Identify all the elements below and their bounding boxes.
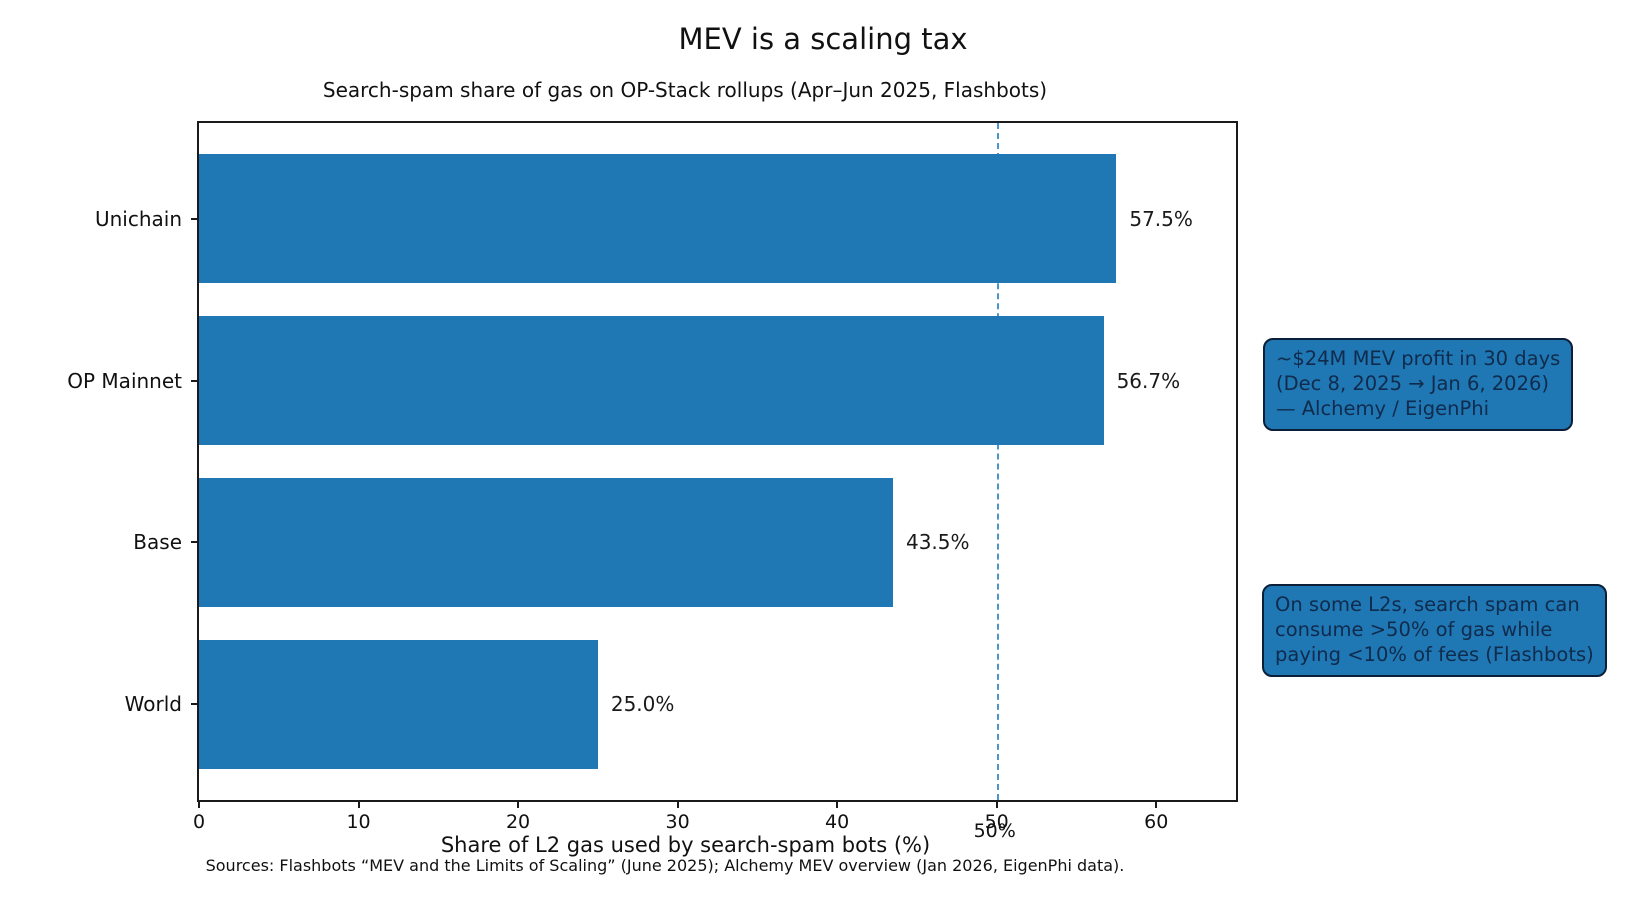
x-tick-label-0: 0 [192, 811, 206, 833]
y-label-base: Base [133, 530, 182, 555]
reference-line-label: 50% [973, 820, 1016, 842]
y-tick-base [191, 541, 199, 544]
y-tick-op-mainnet [191, 379, 199, 382]
y-label-unichain: Unichain [94, 206, 182, 231]
annotation-mev-profit: ~$24M MEV profit in 30 days (Dec 8, 2025… [1263, 338, 1574, 431]
y-tick-unichain [191, 217, 199, 220]
y-label-world: World [124, 692, 182, 717]
x-tick-label-30: 30 [665, 811, 690, 833]
sources-footer: Sources: Flashbots “MEV and the Limits o… [205, 856, 1125, 875]
x-tick-label-60: 60 [1144, 811, 1169, 833]
bar-value-base: 43.5% [905, 530, 970, 555]
bar-value-unichain: 57.5% [1129, 206, 1193, 231]
chart-subtitle: Search-spam share of gas on OP-Stack rol… [322, 78, 1048, 102]
plot-area: 57.5% Unichain 56.7% OP Mainnet 43.5% Base 25.… [67, 121, 1238, 833]
y-label-op-mainnet: OP Mainnet [67, 368, 182, 393]
x-tick-60 [1155, 800, 1158, 808]
x-tick-30 [676, 800, 679, 808]
x-tick-20 [517, 800, 520, 808]
x-axis-label: Share of L2 gas used by search-spam bots… [440, 833, 931, 857]
bar-world [199, 639, 598, 770]
bar-unichain [199, 153, 1117, 284]
x-tick-40 [836, 800, 839, 808]
bar-value-world: 25.0% [610, 692, 675, 717]
x-tick-0 [198, 800, 200, 808]
annotation-spam-share: On some L2s, search spam can consume >50… [1262, 584, 1607, 677]
chart-title: MEV is a scaling tax [678, 22, 968, 56]
x-tick-label-50: 50 [984, 811, 1009, 833]
x-tick-label-40: 40 [825, 811, 850, 833]
y-tick-world [191, 703, 199, 706]
x-tick-label-20: 20 [505, 811, 531, 833]
x-tick-label-10: 10 [346, 811, 371, 833]
x-tick-50 [995, 800, 998, 808]
bar-base [199, 477, 893, 608]
reference-line [996, 123, 999, 800]
bar-value-op-mainnet: 56.7% [1116, 368, 1181, 393]
bar-op-mainnet [199, 315, 1104, 446]
x-tick-10 [357, 800, 360, 808]
